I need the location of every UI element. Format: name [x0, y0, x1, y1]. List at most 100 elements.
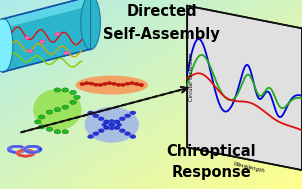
- Circle shape: [25, 149, 29, 151]
- Circle shape: [12, 145, 16, 148]
- Circle shape: [98, 129, 104, 133]
- Circle shape: [38, 148, 42, 150]
- Circle shape: [16, 151, 20, 154]
- Circle shape: [112, 82, 116, 85]
- Circle shape: [18, 150, 23, 152]
- Ellipse shape: [0, 18, 13, 72]
- Circle shape: [9, 146, 13, 149]
- Circle shape: [134, 82, 139, 85]
- Circle shape: [26, 149, 30, 152]
- Circle shape: [125, 114, 131, 118]
- Circle shape: [25, 150, 30, 153]
- Circle shape: [29, 150, 33, 152]
- Text: Self-Assembly: Self-Assembly: [103, 26, 220, 42]
- Circle shape: [18, 154, 22, 156]
- Circle shape: [7, 149, 11, 151]
- Circle shape: [13, 151, 17, 154]
- Circle shape: [22, 148, 26, 150]
- Text: Wavelength: Wavelength: [233, 161, 266, 174]
- Circle shape: [34, 145, 38, 148]
- Circle shape: [18, 145, 22, 148]
- Circle shape: [119, 117, 125, 121]
- Circle shape: [19, 146, 23, 148]
- Circle shape: [109, 127, 114, 130]
- Circle shape: [8, 150, 12, 152]
- Circle shape: [10, 146, 14, 148]
- Circle shape: [13, 145, 17, 148]
- Circle shape: [37, 147, 42, 149]
- Circle shape: [98, 83, 103, 86]
- Circle shape: [12, 151, 16, 153]
- Circle shape: [33, 151, 37, 153]
- Circle shape: [30, 150, 34, 153]
- Circle shape: [35, 150, 39, 153]
- Circle shape: [103, 126, 109, 130]
- Circle shape: [27, 49, 33, 53]
- Ellipse shape: [81, 0, 100, 50]
- Circle shape: [21, 146, 25, 149]
- Circle shape: [37, 150, 41, 153]
- Circle shape: [28, 149, 33, 152]
- Circle shape: [7, 148, 11, 150]
- Circle shape: [26, 155, 30, 157]
- Circle shape: [109, 123, 115, 127]
- Circle shape: [30, 150, 34, 153]
- Circle shape: [14, 145, 18, 148]
- Circle shape: [80, 83, 85, 86]
- Circle shape: [23, 148, 27, 150]
- Circle shape: [8, 149, 12, 152]
- Text: Circular Dichroism: Circular Dichroism: [189, 52, 194, 101]
- Circle shape: [11, 151, 15, 153]
- Circle shape: [16, 152, 20, 154]
- Circle shape: [130, 111, 136, 115]
- Circle shape: [94, 83, 98, 86]
- Circle shape: [98, 117, 104, 121]
- Circle shape: [18, 154, 23, 156]
- Circle shape: [27, 145, 31, 148]
- Circle shape: [62, 130, 69, 134]
- Circle shape: [119, 129, 125, 133]
- Circle shape: [16, 153, 21, 155]
- Circle shape: [31, 151, 35, 154]
- Circle shape: [31, 150, 35, 153]
- Circle shape: [24, 150, 28, 152]
- Circle shape: [23, 149, 27, 151]
- Circle shape: [19, 149, 23, 152]
- Circle shape: [21, 150, 25, 153]
- Circle shape: [62, 105, 69, 109]
- Circle shape: [16, 151, 20, 154]
- Circle shape: [22, 147, 26, 150]
- Circle shape: [19, 146, 24, 148]
- Circle shape: [38, 149, 42, 151]
- Circle shape: [21, 149, 25, 152]
- Text: Chiroptical: Chiroptical: [167, 144, 256, 159]
- Circle shape: [88, 111, 94, 115]
- Circle shape: [20, 149, 24, 152]
- Circle shape: [84, 82, 89, 85]
- Circle shape: [27, 151, 31, 153]
- Text: Directed: Directed: [126, 4, 197, 19]
- Circle shape: [36, 146, 40, 149]
- Circle shape: [17, 153, 21, 156]
- Circle shape: [21, 146, 25, 149]
- Circle shape: [27, 155, 31, 157]
- Circle shape: [18, 150, 22, 153]
- Circle shape: [107, 82, 112, 85]
- Circle shape: [28, 151, 32, 153]
- Circle shape: [21, 149, 25, 152]
- Circle shape: [15, 145, 19, 148]
- Circle shape: [22, 149, 26, 152]
- Circle shape: [35, 150, 40, 153]
- Circle shape: [70, 100, 76, 104]
- Circle shape: [31, 152, 35, 155]
- Circle shape: [31, 153, 35, 156]
- Circle shape: [23, 148, 27, 151]
- Circle shape: [17, 153, 21, 156]
- Circle shape: [19, 150, 24, 153]
- Text: Response: Response: [172, 165, 251, 180]
- Circle shape: [104, 126, 109, 129]
- Circle shape: [37, 146, 41, 149]
- Circle shape: [37, 149, 42, 152]
- Circle shape: [22, 149, 26, 151]
- Circle shape: [89, 82, 94, 85]
